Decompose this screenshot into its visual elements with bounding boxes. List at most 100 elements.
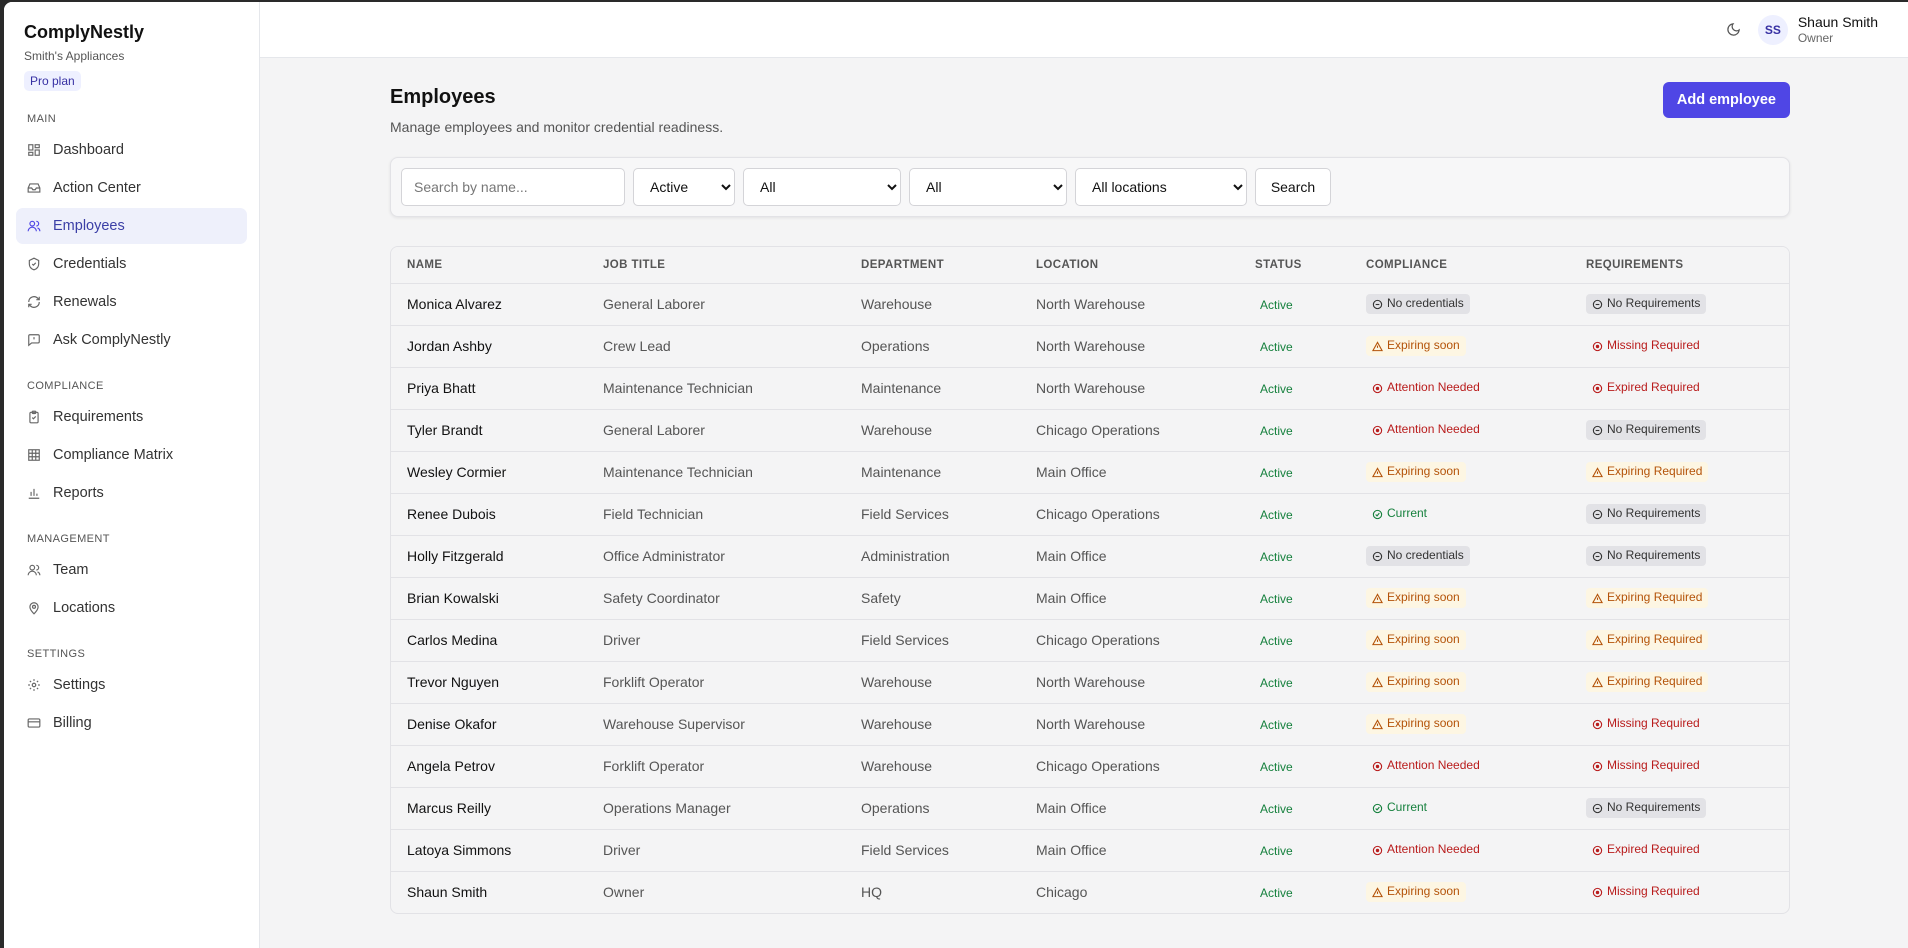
compliance-cell: No credentials: [1350, 283, 1570, 326]
employee-name[interactable]: Brian Kowalski: [391, 577, 587, 620]
gear-icon: [27, 678, 41, 692]
compliance-cell: Attention Needed: [1350, 745, 1570, 788]
add-employee-button[interactable]: Add employee: [1662, 82, 1790, 118]
department: Field Services: [845, 493, 1020, 536]
job-title-select[interactable]: All: [909, 168, 1067, 206]
status-select[interactable]: Active: [633, 168, 735, 206]
status-badge: Active: [1260, 424, 1293, 438]
sidebar-item-team[interactable]: Team: [16, 552, 247, 588]
sidebar-item-billing[interactable]: Billing: [16, 705, 247, 741]
sidebar-item-credentials[interactable]: Credentials: [16, 246, 247, 282]
sidebar-item-reports[interactable]: Reports: [16, 475, 247, 511]
table-row[interactable]: Carlos Medina Driver Field Services Chicago…: [391, 619, 1789, 662]
employee-name[interactable]: Shaun Smith: [407, 884, 488, 901]
sidebar-item-compliance-matrix[interactable]: Compliance Matrix: [16, 437, 247, 473]
requirements-label: No Requirements: [1607, 800, 1701, 815]
table-row[interactable]: Monica Alvarez General Laborer Warehouse No…: [391, 283, 1789, 326]
nav-section-management: MANAGEMENT Team Locations: [16, 533, 247, 626]
requirements-cell: Expiring Required: [1570, 619, 1789, 662]
moon-icon[interactable]: [1724, 20, 1744, 40]
employee-name[interactable]: Carlos Medina: [391, 619, 587, 662]
employee-name[interactable]: Marcus Reilly: [391, 787, 587, 830]
location: Chicago: [1036, 884, 1088, 901]
status-cell: Active: [1239, 283, 1350, 326]
employee-name[interactable]: Latoya Simmons: [391, 829, 587, 872]
table-row[interactable]: Shaun Smith Owner HQ Chicago Active Expiring …: [391, 871, 1789, 913]
table-row[interactable]: Marcus Reilly Operations Manager Operation…: [391, 787, 1789, 830]
employee-name[interactable]: Trevor Nguyen: [391, 661, 587, 704]
search-input[interactable]: [401, 168, 625, 206]
table-row[interactable]: Priya Bhatt Maintenance Technician Mainten…: [391, 367, 1789, 410]
department-select[interactable]: All: [743, 168, 901, 206]
search-button[interactable]: Search: [1255, 168, 1331, 206]
requirements-cell: Expiring Required: [1570, 451, 1789, 494]
compliance-badge: Current: [1366, 504, 1433, 524]
employee-name[interactable]: Wesley Cormier: [391, 451, 587, 494]
sidebar-item-dashboard[interactable]: Dashboard: [16, 132, 247, 168]
user-menu[interactable]: Shaun Smith Owner: [1798, 14, 1878, 45]
table-row[interactable]: Angela Petrov Forklift Operator Warehouse C…: [391, 745, 1789, 788]
column-header-name: NAME: [391, 247, 587, 284]
compliance-label: Expiring soon: [1387, 674, 1460, 689]
table-row[interactable]: Brian Kowalski Safety Coordinator Safety Ma…: [391, 577, 1789, 620]
sidebar-item-label: Reports: [53, 485, 104, 501]
employee-name[interactable]: Angela Petrov: [391, 745, 587, 788]
requirements-badge: Missing Required: [1586, 756, 1706, 776]
employee-name[interactable]: Jordan Ashby: [391, 325, 587, 368]
employee-name[interactable]: Denise Okafor: [391, 703, 587, 746]
refresh-icon: [27, 295, 41, 309]
table-row[interactable]: Holly Fitzgerald Office Administrator Admi…: [391, 535, 1789, 578]
table-row[interactable]: Latoya Simmons Driver Field Services Main O…: [391, 829, 1789, 872]
location: North Warehouse: [1020, 703, 1239, 746]
avatar[interactable]: SS: [1757, 14, 1788, 45]
requirements-label: No Requirements: [1607, 548, 1701, 563]
employee-name[interactable]: Tyler Brandt: [391, 409, 587, 452]
compliance-cell: Expiring soon: [1350, 325, 1570, 368]
employee-name[interactable]: Monica Alvarez: [391, 283, 587, 326]
compliance-cell: No credentials: [1350, 535, 1570, 578]
table-row[interactable]: Renee Dubois Field Technician Field Servic…: [391, 493, 1789, 536]
user-role: Owner: [1797, 31, 1834, 45]
minus-circle-icon: [1592, 509, 1603, 520]
status-badge: Active: [1260, 676, 1293, 690]
department: Warehouse: [845, 661, 1020, 704]
status-badge: Active: [1260, 760, 1293, 774]
table-row[interactable]: Jordan Ashby Crew Lead Operations North War…: [391, 325, 1789, 368]
compliance-badge: Current: [1366, 798, 1433, 818]
compliance-label: Attention Needed: [1387, 380, 1480, 395]
warning-icon: [1372, 466, 1383, 478]
compliance-badge: Attention Needed: [1366, 378, 1486, 398]
requirements-badge: No Requirements: [1586, 798, 1707, 818]
table-row[interactable]: Wesley Cormier Maintenance Technician Main…: [391, 451, 1789, 494]
department: Warehouse: [845, 283, 1020, 326]
job-title: Safety Coordinator: [587, 577, 845, 620]
sidebar-item-settings[interactable]: Settings: [16, 667, 247, 703]
requirements-label: No Requirements: [1607, 422, 1701, 437]
table-row[interactable]: Trevor Nguyen Forklift Operator Warehouse N…: [391, 661, 1789, 704]
employee-name[interactable]: Renee Dubois: [391, 493, 587, 536]
sidebar-item-locations[interactable]: Locations: [16, 590, 247, 626]
column-header-job-title: JOB TITLE: [587, 247, 845, 284]
sidebar-item-action-center[interactable]: Action Center: [16, 170, 247, 206]
job-title: Operations Manager: [587, 787, 845, 830]
department: Operations: [845, 787, 1020, 830]
warning-icon: [1372, 676, 1383, 688]
compliance-badge: Expiring soon: [1366, 672, 1466, 692]
warning-icon: [1592, 634, 1603, 646]
job-title: Driver: [587, 619, 845, 662]
sidebar-item-employees[interactable]: Employees: [16, 208, 247, 244]
sidebar-item-ask-complynestly[interactable]: Ask ComplyNestly: [16, 322, 247, 358]
location-select[interactable]: All locations: [1075, 168, 1247, 206]
sidebar-item-label: Renewals: [53, 294, 117, 310]
employee-name[interactable]: Holly Fitzgerald: [391, 535, 587, 578]
requirements-badge: No Requirements: [1586, 504, 1707, 524]
table-row[interactable]: Tyler Brandt General Laborer Warehouse Chic…: [391, 409, 1789, 452]
sidebar-item-requirements[interactable]: Requirements: [16, 399, 247, 435]
table-row[interactable]: Denise Okafor Warehouse Supervisor Warehou…: [391, 703, 1789, 746]
warning-icon: [1592, 466, 1603, 478]
requirements-cell: No Requirements: [1570, 535, 1789, 578]
sidebar-item-label: Credentials: [53, 256, 127, 272]
status-cell: Active: [1239, 619, 1350, 662]
employee-name[interactable]: Priya Bhatt: [391, 367, 587, 410]
sidebar-item-renewals[interactable]: Renewals: [16, 284, 247, 320]
